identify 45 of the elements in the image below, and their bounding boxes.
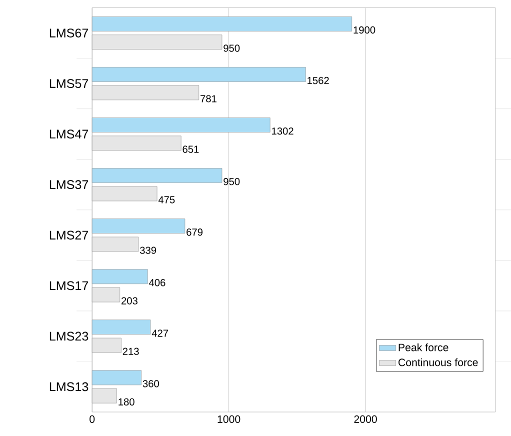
- data-label: 1302: [272, 127, 294, 135]
- data-label: 950: [224, 44, 240, 52]
- y-tick-label: LMS57: [50, 78, 88, 88]
- legend-label: Continuous force: [398, 358, 478, 366]
- data-label: 1900: [354, 26, 376, 34]
- y-tick-label: LMS27: [50, 230, 88, 240]
- bar: [92, 136, 182, 151]
- bar: [92, 320, 151, 334]
- data-label: 475: [158, 196, 175, 204]
- bar: [92, 218, 186, 234]
- bar: [92, 269, 148, 284]
- data-label: 427: [152, 330, 168, 337]
- bar: [92, 370, 142, 386]
- bar: [92, 66, 306, 82]
- bar: [92, 16, 352, 32]
- data-label: 651: [182, 146, 199, 153]
- data-label: 679: [186, 228, 203, 236]
- bar: [92, 168, 222, 183]
- y-tick-label: LMS47: [50, 130, 88, 138]
- legend-label: Peak force: [398, 343, 448, 352]
- y-tick-label: LMS13: [50, 382, 88, 392]
- bar: [92, 34, 222, 50]
- bar: [92, 338, 122, 353]
- bar: [92, 287, 120, 302]
- y-tick-label: LMS23: [50, 332, 88, 341]
- data-label: 360: [142, 380, 159, 388]
- x-tick-label: 0: [90, 415, 95, 423]
- x-tick-label: 2000: [354, 415, 377, 423]
- y-tick-label: LMS37: [50, 180, 88, 189]
- data-label: 203: [122, 297, 138, 304]
- x-tick-label: 1000: [218, 415, 240, 423]
- y-tick-label: LMS17: [50, 281, 88, 290]
- y-tick-label: LMS67: [50, 28, 88, 38]
- data-label: 781: [200, 95, 216, 102]
- data-label: 213: [122, 348, 139, 355]
- bar: [92, 117, 270, 132]
- data-label: 339: [140, 246, 156, 254]
- bar: [92, 85, 200, 100]
- bar: [92, 186, 158, 202]
- data-label: 406: [148, 278, 166, 286]
- bar: [92, 388, 117, 404]
- data-label: 1562: [308, 76, 329, 84]
- data-label: 950: [224, 178, 240, 186]
- bar: [92, 236, 139, 252]
- data-label: 180: [118, 398, 134, 406]
